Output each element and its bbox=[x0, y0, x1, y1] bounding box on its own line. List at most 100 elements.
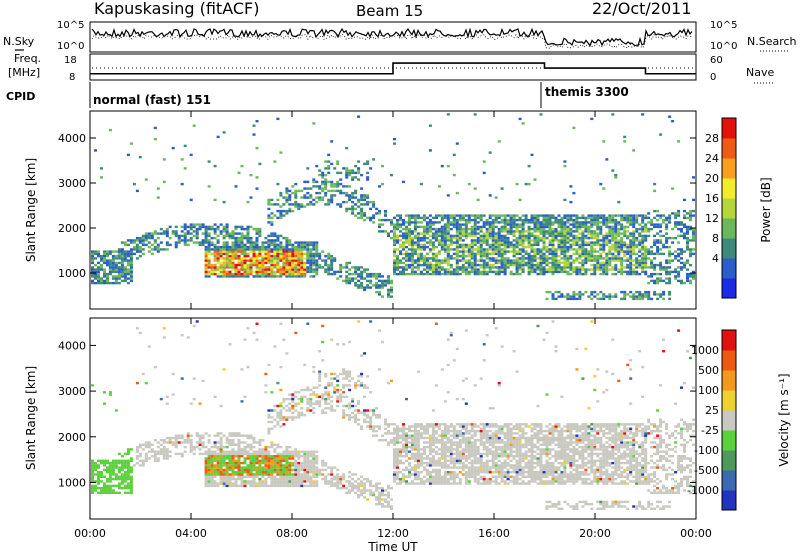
echo-cell bbox=[668, 237, 671, 239]
echo-cell bbox=[614, 228, 617, 230]
echo-cell bbox=[208, 232, 211, 234]
echo-cell bbox=[223, 230, 226, 232]
echo-cell bbox=[232, 439, 235, 441]
echo-cell bbox=[205, 478, 208, 480]
echo-cell bbox=[324, 482, 327, 484]
echo-cell bbox=[184, 439, 187, 441]
echo-cell bbox=[297, 482, 300, 484]
echo-cell bbox=[680, 253, 683, 255]
echo-cell bbox=[659, 241, 662, 243]
echo-cell bbox=[360, 286, 363, 288]
echo-cell bbox=[333, 466, 336, 468]
echo-cell bbox=[306, 250, 309, 252]
echo-cell bbox=[402, 262, 405, 264]
echo-cell bbox=[238, 273, 241, 275]
echo-cell bbox=[501, 235, 504, 237]
echo-cell bbox=[258, 471, 261, 473]
echo-cell bbox=[157, 250, 160, 252]
echo-cell bbox=[462, 268, 465, 270]
echo-cell bbox=[297, 462, 300, 464]
echo-cell bbox=[498, 268, 501, 270]
echo-cell bbox=[232, 250, 235, 252]
echo-cell bbox=[279, 253, 282, 255]
echo-cell bbox=[393, 138, 396, 140]
echo-cell bbox=[208, 482, 211, 484]
echo-cell bbox=[285, 352, 288, 354]
echo-cell bbox=[103, 250, 106, 252]
echo-cell bbox=[285, 451, 288, 453]
echo-cell bbox=[450, 217, 453, 219]
echo-cell bbox=[312, 391, 315, 393]
echo-cell bbox=[208, 264, 211, 266]
echo-cell bbox=[121, 264, 124, 266]
echo-cell bbox=[438, 253, 441, 255]
echo-cell bbox=[354, 271, 357, 273]
echo-cell bbox=[205, 268, 208, 270]
echo-cell bbox=[525, 221, 528, 223]
echo-cell bbox=[220, 432, 223, 434]
echo-cell bbox=[297, 403, 300, 405]
echo-cell bbox=[563, 257, 566, 259]
echo-cell bbox=[504, 226, 507, 228]
echo-cell bbox=[232, 244, 235, 246]
echo-cell bbox=[130, 250, 133, 252]
echo-cell bbox=[534, 226, 537, 228]
echo-cell bbox=[247, 453, 250, 455]
echo-cell bbox=[414, 262, 417, 264]
echo-cell bbox=[641, 241, 644, 243]
echo-cell bbox=[285, 268, 288, 270]
echo-cell bbox=[250, 264, 253, 266]
echo-cell bbox=[605, 158, 608, 160]
echo-cell bbox=[97, 280, 100, 282]
echo-cell bbox=[360, 271, 363, 273]
echo-cell bbox=[276, 466, 279, 468]
echo-cell bbox=[474, 268, 477, 270]
echo-cell bbox=[267, 457, 270, 459]
echo-cell bbox=[330, 400, 333, 402]
echo-cell bbox=[620, 264, 623, 266]
echo-cell bbox=[202, 239, 205, 241]
echo-cell bbox=[587, 230, 590, 232]
echo-cell bbox=[247, 228, 250, 230]
echo-cell bbox=[291, 480, 294, 482]
echo-cell bbox=[327, 264, 330, 266]
echo-cell bbox=[656, 219, 659, 221]
echo-cell bbox=[629, 221, 632, 223]
echo-cell bbox=[474, 248, 477, 250]
echo-cell bbox=[270, 455, 273, 457]
echo-cell bbox=[226, 480, 229, 482]
echo-cell bbox=[279, 389, 282, 391]
echo-cell bbox=[333, 478, 336, 480]
echo-cell bbox=[235, 250, 238, 252]
echo-cell bbox=[214, 199, 217, 201]
echo-cell bbox=[297, 391, 300, 393]
echo-cell bbox=[638, 298, 641, 300]
echo-cell bbox=[462, 232, 465, 234]
echo-cell bbox=[614, 244, 617, 246]
echo-cell bbox=[303, 205, 306, 207]
echo-cell bbox=[608, 246, 611, 248]
echo-cell bbox=[270, 268, 273, 270]
echo-cell bbox=[238, 232, 241, 234]
echo-cell bbox=[680, 266, 683, 268]
echo-cell bbox=[250, 257, 253, 259]
echo-cell bbox=[686, 239, 689, 241]
echo-cell bbox=[522, 219, 525, 221]
echo-cell bbox=[208, 253, 211, 255]
echo-cell bbox=[297, 257, 300, 259]
echo-cell bbox=[426, 226, 429, 228]
echo-cell bbox=[360, 355, 363, 357]
echo-cell bbox=[492, 226, 495, 228]
echo-cell bbox=[692, 253, 695, 255]
echo-cell bbox=[531, 154, 534, 156]
echo-cell bbox=[537, 217, 540, 219]
echo-cell bbox=[480, 226, 483, 228]
echo-cell bbox=[288, 199, 291, 201]
echo-cell bbox=[220, 232, 223, 234]
echo-cell bbox=[572, 219, 575, 221]
echo-cell bbox=[279, 255, 282, 257]
echo-cell bbox=[285, 416, 288, 418]
echo-cell bbox=[363, 277, 366, 279]
echo-cell bbox=[414, 221, 417, 223]
echo-cell bbox=[264, 273, 267, 275]
